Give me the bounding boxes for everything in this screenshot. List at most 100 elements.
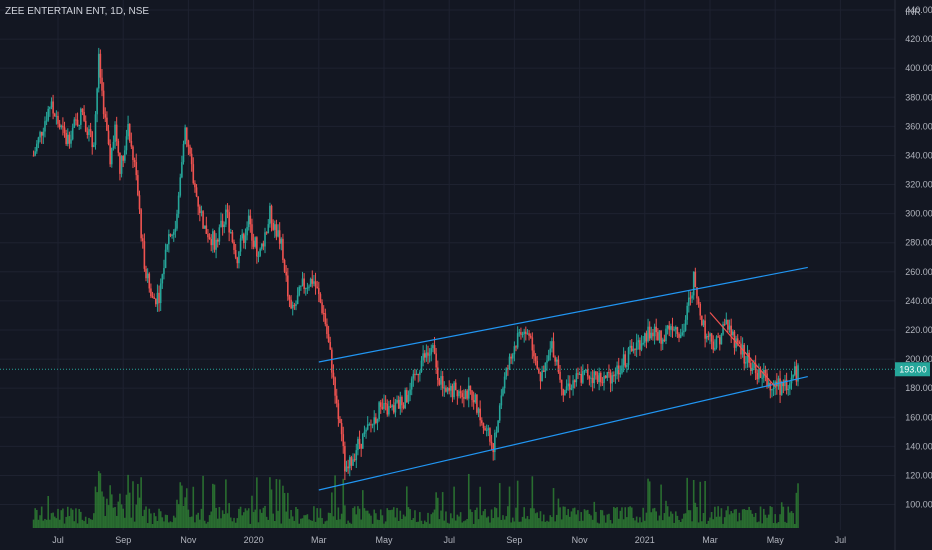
- candle-body: [84, 120, 87, 132]
- candle-body: [441, 376, 444, 389]
- volume-bar: [463, 521, 465, 528]
- volume-bar: [71, 509, 74, 528]
- candle-body: [228, 212, 230, 233]
- volume-bar: [303, 515, 305, 528]
- candle-body: [593, 371, 596, 384]
- volume-bar: [102, 496, 105, 528]
- candle-body: [753, 363, 755, 368]
- candle-body: [192, 164, 195, 184]
- volume-bar: [53, 516, 56, 528]
- volume-bar: [644, 520, 646, 528]
- candle-body: [624, 354, 627, 367]
- volume-bar: [518, 521, 521, 528]
- volume-bar: [420, 520, 423, 528]
- volume-bar: [723, 517, 726, 528]
- candle-body: [551, 341, 553, 349]
- candle-body: [487, 428, 490, 430]
- volume-bar: [498, 483, 501, 528]
- candle-body: [159, 283, 162, 304]
- volume-bar: [655, 511, 658, 528]
- candle-body: [291, 305, 294, 309]
- candle-body: [283, 259, 286, 272]
- volume-bar: [753, 516, 755, 528]
- candle-body: [78, 124, 80, 126]
- candle-body: [318, 288, 320, 295]
- candle-body: [370, 424, 372, 426]
- volume-bar: [146, 523, 149, 528]
- volume-bar: [119, 493, 121, 528]
- candle-body: [428, 354, 431, 356]
- candle-body: [590, 377, 592, 379]
- candle-body: [128, 123, 131, 141]
- volume-bar: [260, 512, 263, 528]
- candle-body: [321, 302, 323, 314]
- candle-body: [539, 372, 542, 382]
- volume-bar: [50, 513, 53, 528]
- candle-body: [557, 359, 560, 372]
- volume-bar: [327, 512, 330, 528]
- volume-bar: [689, 510, 692, 528]
- candle-body: [215, 239, 217, 250]
- volume-bar: [668, 516, 671, 528]
- volume-bar: [774, 514, 776, 528]
- candle-body: [229, 232, 232, 234]
- candle-body: [489, 428, 491, 442]
- candle-body: [342, 434, 345, 447]
- candle-body: [127, 123, 129, 137]
- volume-bar: [215, 507, 217, 528]
- candle-body: [36, 143, 38, 152]
- volume-bar: [609, 520, 612, 528]
- volume-bar: [686, 477, 688, 528]
- candle-body: [298, 286, 301, 296]
- volume-bar: [482, 511, 485, 528]
- candle-body: [450, 385, 452, 391]
- volume-bar: [275, 479, 278, 528]
- candle-body: [761, 377, 763, 379]
- volume-bar: [422, 523, 424, 528]
- volume-bar: [314, 521, 317, 528]
- volume-bar: [740, 520, 742, 528]
- volume-bar: [42, 520, 45, 528]
- candle-body: [410, 378, 413, 390]
- volume-bar: [616, 507, 618, 528]
- candle-body: [454, 382, 457, 391]
- candle-body: [256, 237, 258, 257]
- volume-bar: [476, 507, 478, 528]
- candle-body: [267, 224, 270, 234]
- volume-bar: [326, 520, 328, 528]
- volume-bar: [241, 515, 243, 528]
- volume-bar: [508, 486, 511, 528]
- candle-body: [187, 140, 190, 147]
- candle-body: [604, 375, 607, 378]
- candle-body: [358, 438, 361, 444]
- volume-bar: [128, 492, 131, 528]
- volume-bar: [559, 507, 561, 528]
- volume-bar: [350, 523, 353, 528]
- candle-body: [115, 124, 118, 141]
- volume-bar: [355, 514, 358, 528]
- candle-body: [459, 391, 462, 394]
- volume-bar: [106, 498, 108, 528]
- candle-body: [423, 353, 426, 358]
- volume-bar: [166, 515, 169, 528]
- candle-body: [440, 376, 442, 385]
- candle-body: [769, 382, 772, 391]
- volume-bar: [358, 508, 361, 528]
- volume-bar: [254, 509, 257, 528]
- candle-body: [404, 390, 406, 409]
- volume-bar: [642, 507, 644, 528]
- y-tick-label: 140.00: [905, 441, 932, 451]
- candle-body: [339, 419, 341, 424]
- candle-body: [197, 196, 199, 207]
- volume-bar: [697, 522, 700, 528]
- candle-body: [216, 239, 219, 242]
- volume-bar: [632, 517, 635, 528]
- volume-bar: [298, 523, 301, 528]
- candle-body: [71, 127, 74, 140]
- volume-bar: [249, 523, 252, 528]
- volume-bar: [660, 484, 662, 528]
- volume-bar: [363, 508, 366, 528]
- candle-body: [793, 366, 796, 375]
- candle-body: [730, 325, 732, 336]
